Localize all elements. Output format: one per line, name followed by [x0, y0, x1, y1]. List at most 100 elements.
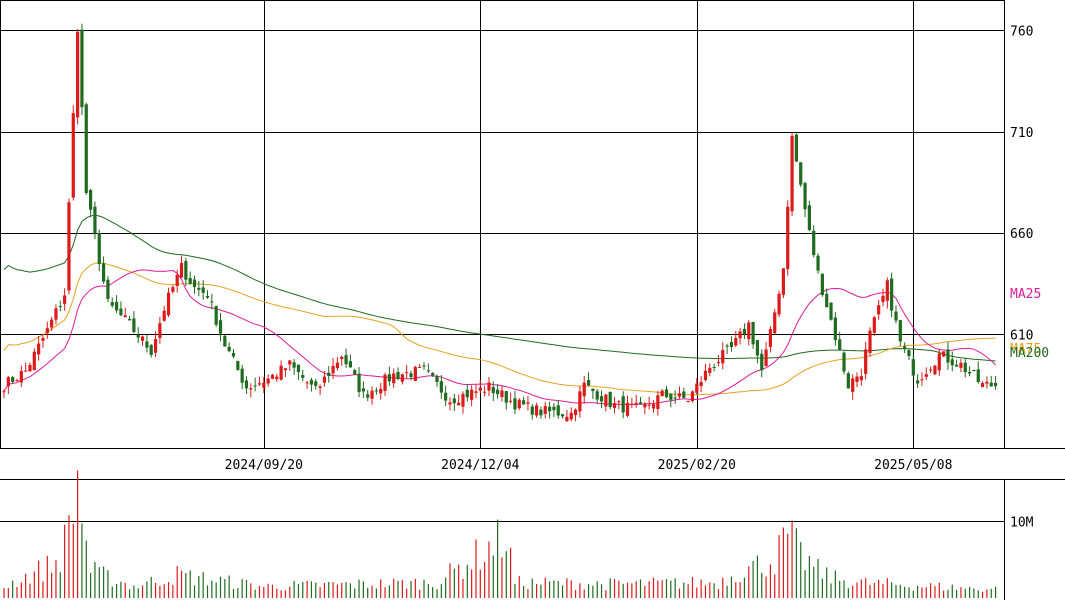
candle-body	[980, 383, 985, 388]
candle-body	[522, 400, 526, 405]
candle-body	[422, 365, 426, 367]
candle-body	[227, 346, 231, 352]
candle-body	[500, 390, 504, 397]
candle-body	[379, 388, 383, 394]
candle-body	[465, 389, 469, 398]
candle-body	[578, 391, 582, 412]
candle-body	[937, 353, 941, 371]
candle-body	[946, 349, 950, 363]
axis-labels: 760 710 660 610 2024/09/20 2024/12/04 2025/02/…	[225, 24, 1049, 530]
candle-body	[431, 373, 435, 376]
candle-body	[842, 352, 846, 372]
legend-ma25: MA25	[1010, 287, 1041, 302]
candle-body	[249, 388, 253, 390]
ma200-line	[3, 214, 996, 362]
candle-body	[93, 206, 97, 234]
candle-body	[643, 403, 647, 408]
price-tick-label: 760	[1010, 24, 1033, 39]
candle-body	[71, 113, 75, 198]
candle-body	[894, 311, 898, 321]
candle-body	[201, 287, 205, 293]
candle-body	[846, 373, 850, 389]
candle-body	[426, 370, 430, 372]
candle-body	[240, 368, 244, 383]
ma25-line	[3, 269, 996, 405]
candle-body	[470, 389, 474, 400]
candle-body	[370, 390, 374, 399]
candle-body	[552, 406, 556, 411]
candle-body	[236, 360, 240, 370]
candle-body	[45, 328, 49, 334]
candle-body	[327, 372, 331, 377]
candle-body	[210, 301, 214, 303]
candle-body	[318, 386, 322, 388]
candle-body	[153, 338, 158, 353]
candle-body	[257, 383, 262, 385]
candle-body	[132, 318, 136, 332]
candle-body	[855, 376, 859, 383]
candle-body	[725, 345, 729, 347]
candle-body	[357, 373, 361, 392]
candle-body	[708, 367, 712, 373]
candle-body	[773, 312, 777, 334]
date-tick-label: 2025/02/20	[658, 458, 736, 473]
candle-body	[651, 404, 656, 409]
candle-body	[279, 365, 283, 380]
candle-body	[907, 350, 911, 356]
candle-body	[833, 317, 837, 341]
candle-body	[444, 392, 448, 401]
candle-body	[361, 388, 365, 392]
candle-body	[67, 202, 71, 291]
candle-body	[721, 350, 725, 364]
candle-body	[781, 268, 785, 295]
candle-body	[37, 343, 41, 355]
candle-body	[747, 322, 751, 340]
candle-body	[664, 389, 669, 398]
candle-body	[851, 378, 855, 392]
candle-body	[6, 377, 10, 387]
candle-body	[119, 308, 123, 316]
candle-body	[28, 364, 32, 372]
candle-body	[673, 397, 677, 399]
candle-body	[898, 320, 902, 342]
candle-body	[972, 369, 976, 372]
candle-body	[340, 356, 344, 359]
candle-body	[24, 370, 28, 372]
candle-body	[569, 412, 573, 420]
candle-body	[63, 295, 67, 304]
candle-body	[786, 206, 790, 270]
candle-body	[868, 330, 872, 353]
candle-body	[820, 273, 824, 295]
candle-body	[344, 355, 348, 365]
candle-body	[188, 278, 192, 284]
candle-body	[976, 369, 980, 383]
candle-body	[84, 104, 88, 193]
candle-body	[712, 366, 716, 368]
candle-body	[461, 393, 465, 407]
candle-body	[825, 293, 829, 308]
candle-body	[509, 400, 513, 402]
candle-body	[699, 381, 703, 387]
candle-body	[97, 233, 101, 265]
candle-body	[32, 351, 36, 370]
candle-body	[491, 387, 495, 394]
candle-body	[703, 370, 708, 381]
price-tick-label: 610	[1010, 328, 1033, 343]
candle-body	[573, 409, 578, 416]
candle-body	[534, 405, 539, 416]
candle-body	[530, 406, 534, 415]
price-tick-label: 660	[1010, 227, 1033, 242]
candle-body	[171, 287, 175, 292]
candle-body	[634, 402, 638, 405]
candle-body	[794, 134, 798, 162]
candle-body	[924, 374, 928, 377]
candle-body	[400, 374, 404, 382]
candle-body	[695, 383, 699, 393]
candle-body	[114, 301, 119, 311]
moving-average-lines	[3, 214, 996, 405]
candle-body	[764, 349, 768, 367]
candle-body	[457, 402, 461, 406]
candle-body	[184, 261, 188, 280]
candle-body	[162, 310, 166, 321]
